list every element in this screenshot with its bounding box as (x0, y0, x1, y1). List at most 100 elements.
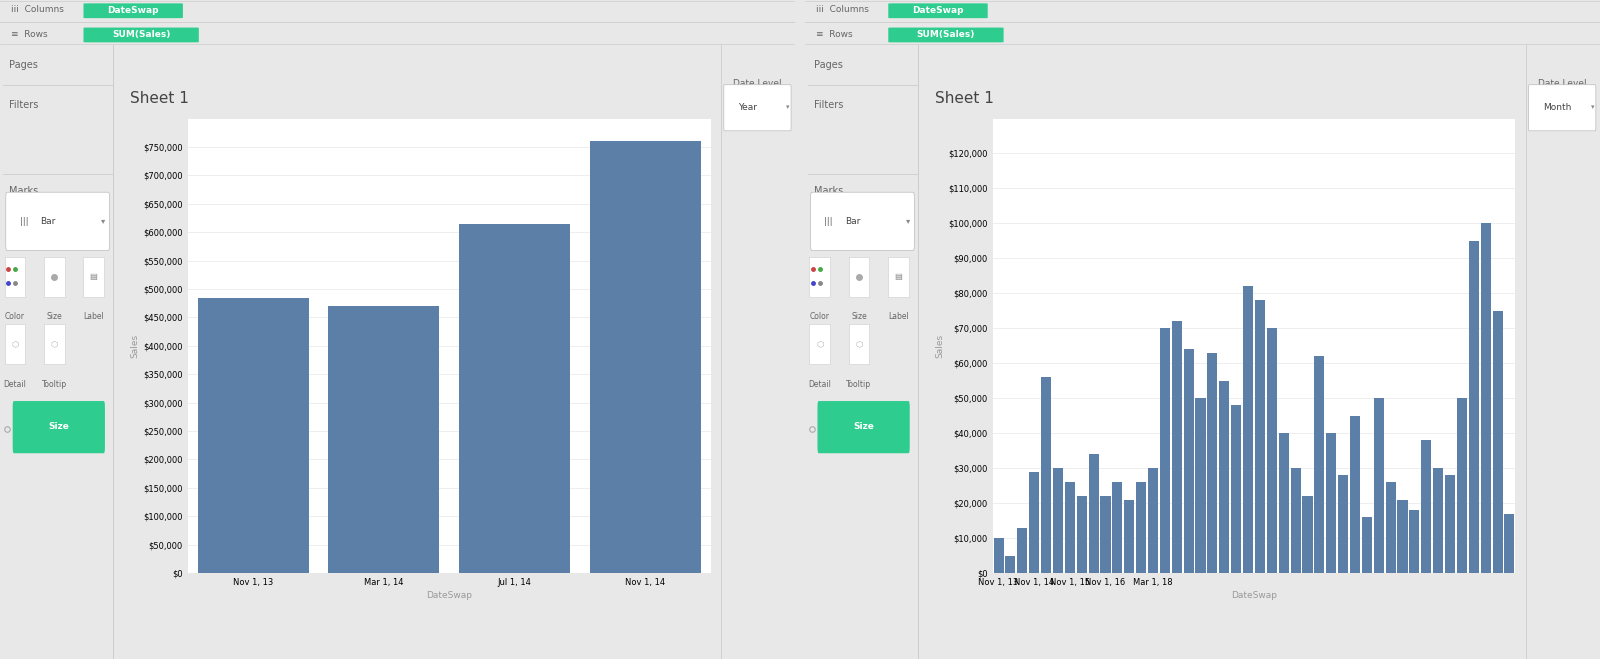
Text: Size: Size (853, 422, 874, 432)
FancyBboxPatch shape (83, 28, 198, 42)
Text: ⬡: ⬡ (856, 340, 862, 349)
Text: Size: Size (851, 312, 867, 321)
Text: Sheet 1: Sheet 1 (936, 91, 994, 105)
Text: Size: Size (48, 422, 69, 432)
Bar (43, 324, 64, 364)
Bar (1254, 301, 1266, 573)
Bar (848, 324, 869, 364)
Bar (1314, 357, 1325, 573)
Bar (83, 257, 104, 297)
Text: Label: Label (83, 312, 104, 321)
Bar (1125, 500, 1134, 573)
Bar (459, 224, 570, 573)
Bar (1101, 496, 1110, 573)
Bar (1147, 468, 1158, 573)
Text: Detail: Detail (808, 380, 832, 389)
Bar (1374, 398, 1384, 573)
FancyBboxPatch shape (13, 401, 106, 453)
Text: SUM(Sales): SUM(Sales) (112, 30, 170, 40)
Text: Year: Year (739, 103, 757, 112)
Bar (1042, 377, 1051, 573)
Text: Filters: Filters (814, 100, 843, 110)
Bar (1243, 286, 1253, 573)
Bar (1171, 322, 1182, 573)
Bar (1504, 513, 1515, 573)
FancyBboxPatch shape (83, 3, 182, 18)
Text: Filters: Filters (10, 100, 38, 110)
Text: Tooltip: Tooltip (846, 380, 872, 389)
Bar (810, 257, 830, 297)
Text: ⬡: ⬡ (816, 340, 824, 349)
Text: Pages: Pages (814, 60, 843, 70)
Bar (810, 324, 830, 364)
Text: Date Level: Date Level (733, 78, 782, 88)
Bar (198, 298, 309, 573)
Text: ▾: ▾ (786, 105, 790, 111)
Text: ▾: ▾ (1590, 105, 1595, 111)
Text: Marks: Marks (814, 186, 843, 196)
Text: Pages: Pages (10, 60, 38, 70)
FancyBboxPatch shape (888, 28, 1003, 42)
Bar (1362, 517, 1371, 573)
Text: ⬡: ⬡ (11, 340, 19, 349)
Text: Label: Label (888, 312, 909, 321)
Text: ≡  Rows: ≡ Rows (11, 30, 48, 40)
Text: Color: Color (810, 312, 830, 321)
FancyBboxPatch shape (818, 401, 910, 453)
Bar (328, 306, 440, 573)
Bar (5, 257, 26, 297)
Bar (1160, 328, 1170, 573)
Bar (1480, 223, 1491, 573)
Bar (1077, 496, 1086, 573)
Text: iii  Columns: iii Columns (816, 5, 869, 14)
Bar (1219, 381, 1229, 573)
FancyBboxPatch shape (6, 192, 109, 250)
X-axis label: DateSwap: DateSwap (426, 591, 472, 600)
Bar (1458, 398, 1467, 573)
Bar (888, 257, 909, 297)
Bar (1338, 475, 1349, 573)
Bar (1302, 496, 1312, 573)
Text: |||: ||| (19, 217, 29, 225)
Text: Bar: Bar (40, 217, 56, 225)
X-axis label: DateSwap: DateSwap (1230, 591, 1277, 600)
Text: DateSwap: DateSwap (912, 6, 963, 15)
Text: Size: Size (46, 312, 62, 321)
Text: Bar: Bar (845, 217, 861, 225)
Bar (1469, 241, 1478, 573)
Bar (1088, 454, 1099, 573)
Y-axis label: Sales: Sales (130, 333, 139, 358)
Bar (5, 324, 26, 364)
Text: Marks: Marks (10, 186, 38, 196)
FancyBboxPatch shape (723, 85, 790, 130)
Bar (1278, 433, 1288, 573)
Bar (1184, 349, 1194, 573)
Text: ⬡: ⬡ (51, 340, 58, 349)
Bar (1005, 556, 1016, 573)
Bar (1112, 482, 1123, 573)
Bar (1018, 528, 1027, 573)
Text: Detail: Detail (3, 380, 27, 389)
Bar (1267, 328, 1277, 573)
Text: Tooltip: Tooltip (42, 380, 67, 389)
Bar (1208, 353, 1218, 573)
Y-axis label: Sales: Sales (934, 333, 944, 358)
Bar (1136, 482, 1146, 573)
FancyBboxPatch shape (888, 3, 987, 18)
Bar (1029, 472, 1040, 573)
Bar (1445, 475, 1454, 573)
Text: Date Level: Date Level (1538, 78, 1587, 88)
Text: ≡  Rows: ≡ Rows (816, 30, 853, 40)
Bar (1493, 311, 1502, 573)
Text: Sheet 1: Sheet 1 (131, 91, 189, 105)
Bar (1230, 405, 1242, 573)
Bar (1066, 482, 1075, 573)
Bar (1434, 468, 1443, 573)
FancyBboxPatch shape (811, 192, 914, 250)
Bar (848, 257, 869, 297)
Text: ▤: ▤ (894, 272, 902, 281)
Bar (994, 538, 1003, 573)
Bar (590, 141, 701, 573)
Text: ▤: ▤ (90, 272, 98, 281)
Text: Color: Color (5, 312, 26, 321)
